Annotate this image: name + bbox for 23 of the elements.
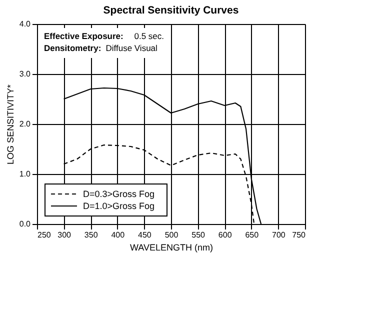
x-tick-label: 500 — [164, 230, 179, 240]
y-tick-label: 2.0 — [19, 120, 32, 128]
x-tick-label: 400 — [111, 230, 126, 240]
legend-label: D=0.3>Gross Fog — [83, 189, 155, 199]
x-tick-label: 650 — [245, 230, 260, 240]
y-axis-title: LOG SENSITIVITY* — [5, 84, 16, 165]
annotation: Densitometry: Diffuse Visual — [44, 43, 158, 53]
x-tick-label: 350 — [84, 230, 98, 240]
x-tick-label: 600 — [218, 230, 232, 240]
x-tick-label: 250 — [38, 230, 52, 240]
y-tick-label: 4.0 — [19, 20, 32, 28]
y-tick-label: 1.0 — [19, 170, 32, 178]
x-tick-label: 300 — [58, 230, 72, 240]
chart-title: Spectral Sensitivity Curves — [103, 4, 239, 16]
x-tick-label: 550 — [192, 230, 206, 240]
x-tick-label: 750 — [292, 230, 306, 240]
legend-label: D=1.0>Gross Fog — [83, 201, 155, 211]
text: Effective Exposure: 0.5 sec. — [44, 31, 164, 41]
x-tick-label: 450 — [138, 230, 152, 240]
y-tick-label: 0.0 — [19, 220, 32, 228]
y-tick-label: 3.0 — [19, 70, 32, 78]
x-axis-title: WAVELENGTH (nm) — [130, 242, 214, 252]
x-tick-label: 700 — [272, 230, 286, 240]
